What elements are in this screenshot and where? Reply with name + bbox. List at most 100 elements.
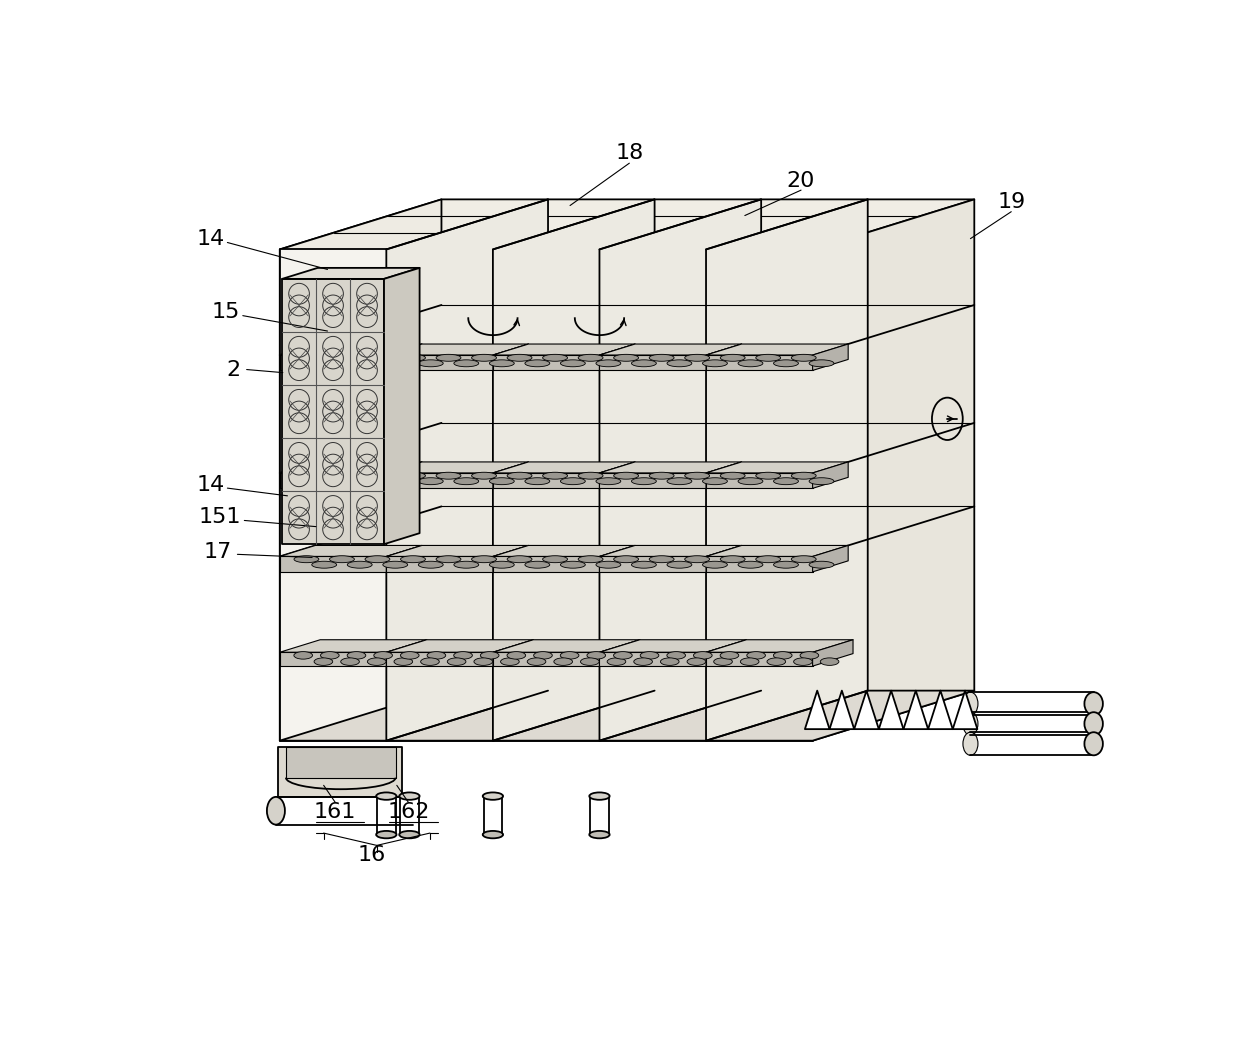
Polygon shape: [599, 344, 742, 355]
Polygon shape: [280, 473, 387, 488]
Ellipse shape: [640, 651, 658, 659]
Polygon shape: [952, 691, 977, 729]
Ellipse shape: [650, 556, 675, 563]
Polygon shape: [387, 344, 528, 355]
Ellipse shape: [525, 478, 549, 484]
Ellipse shape: [580, 658, 599, 665]
Ellipse shape: [614, 473, 639, 479]
Ellipse shape: [791, 556, 816, 563]
Polygon shape: [599, 640, 746, 652]
Polygon shape: [387, 557, 492, 571]
Ellipse shape: [589, 831, 610, 838]
Ellipse shape: [614, 651, 632, 659]
Ellipse shape: [454, 359, 479, 367]
Ellipse shape: [365, 473, 389, 479]
Ellipse shape: [755, 556, 781, 563]
Text: 14: 14: [196, 229, 224, 248]
Ellipse shape: [507, 651, 526, 659]
Ellipse shape: [963, 692, 978, 715]
Polygon shape: [492, 652, 599, 666]
Ellipse shape: [376, 831, 397, 838]
Polygon shape: [492, 545, 635, 557]
Polygon shape: [387, 462, 422, 488]
Ellipse shape: [634, 658, 652, 665]
Ellipse shape: [791, 354, 816, 362]
Polygon shape: [492, 344, 528, 371]
Ellipse shape: [596, 478, 621, 484]
Ellipse shape: [963, 712, 978, 736]
Ellipse shape: [383, 359, 408, 367]
Polygon shape: [492, 344, 635, 355]
Polygon shape: [706, 640, 853, 652]
Ellipse shape: [578, 354, 603, 362]
Ellipse shape: [525, 359, 549, 367]
Ellipse shape: [294, 354, 319, 362]
Polygon shape: [599, 344, 635, 371]
Text: 20: 20: [787, 170, 815, 191]
Polygon shape: [599, 545, 742, 557]
Polygon shape: [278, 747, 402, 797]
Polygon shape: [706, 355, 812, 371]
Polygon shape: [599, 640, 640, 666]
Ellipse shape: [490, 478, 515, 484]
Polygon shape: [706, 640, 746, 666]
Polygon shape: [280, 640, 427, 652]
Polygon shape: [387, 355, 492, 371]
Ellipse shape: [684, 473, 709, 479]
Polygon shape: [280, 545, 422, 557]
Polygon shape: [387, 462, 528, 473]
Ellipse shape: [294, 651, 312, 659]
Ellipse shape: [774, 561, 799, 568]
Polygon shape: [599, 199, 761, 741]
Ellipse shape: [578, 556, 603, 563]
Polygon shape: [286, 747, 396, 777]
Ellipse shape: [560, 651, 579, 659]
Polygon shape: [599, 652, 706, 666]
Ellipse shape: [394, 658, 413, 665]
Ellipse shape: [454, 561, 479, 568]
Ellipse shape: [311, 478, 336, 484]
Polygon shape: [492, 462, 528, 488]
Ellipse shape: [1085, 732, 1102, 755]
Polygon shape: [280, 557, 387, 571]
Ellipse shape: [791, 473, 816, 479]
Ellipse shape: [738, 478, 763, 484]
Polygon shape: [706, 462, 848, 473]
Text: 14: 14: [196, 475, 224, 495]
Ellipse shape: [330, 556, 355, 563]
Ellipse shape: [755, 473, 781, 479]
Polygon shape: [387, 545, 528, 557]
Ellipse shape: [533, 651, 552, 659]
Polygon shape: [812, 545, 848, 571]
Ellipse shape: [543, 354, 568, 362]
Ellipse shape: [774, 651, 792, 659]
Ellipse shape: [448, 658, 466, 665]
Polygon shape: [812, 199, 975, 741]
Ellipse shape: [320, 651, 340, 659]
Ellipse shape: [614, 556, 639, 563]
Polygon shape: [387, 344, 422, 371]
Ellipse shape: [436, 473, 461, 479]
Ellipse shape: [436, 354, 461, 362]
Ellipse shape: [347, 478, 372, 484]
Polygon shape: [599, 473, 706, 488]
Ellipse shape: [367, 658, 386, 665]
Polygon shape: [928, 691, 952, 729]
Ellipse shape: [596, 359, 621, 367]
Polygon shape: [706, 545, 848, 557]
Polygon shape: [384, 268, 419, 544]
Ellipse shape: [687, 658, 706, 665]
Ellipse shape: [800, 651, 818, 659]
Ellipse shape: [1085, 692, 1102, 715]
Ellipse shape: [703, 561, 728, 568]
Polygon shape: [706, 473, 812, 488]
Polygon shape: [492, 199, 655, 741]
Polygon shape: [812, 640, 853, 666]
Ellipse shape: [650, 354, 675, 362]
Ellipse shape: [454, 478, 479, 484]
Ellipse shape: [474, 658, 492, 665]
Ellipse shape: [383, 561, 408, 568]
Ellipse shape: [347, 651, 366, 659]
Ellipse shape: [589, 793, 610, 800]
Polygon shape: [492, 545, 528, 571]
